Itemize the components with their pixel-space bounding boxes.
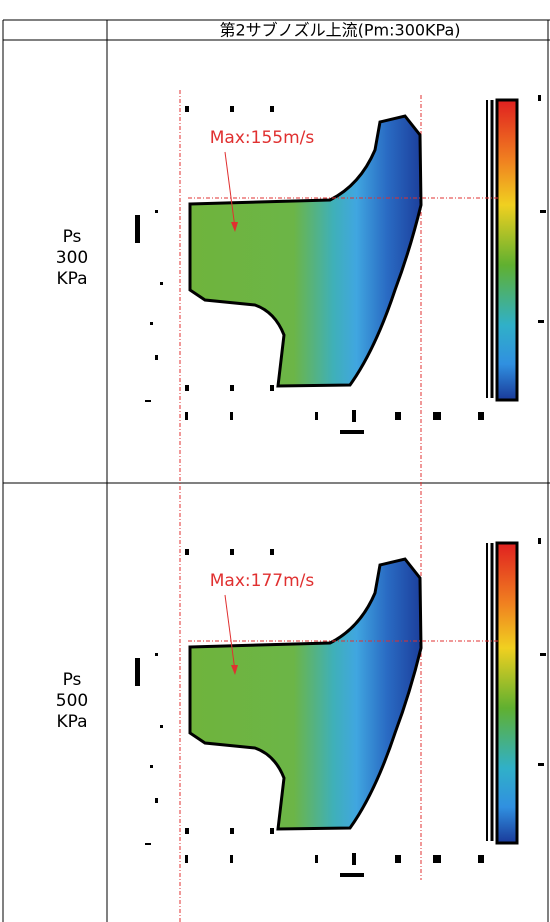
row-label: 300 [56,248,88,268]
table-header: 第2サブノズル上流(Pm:300KPa) [219,21,460,40]
page: 第2サブノズル上流(Pm:300KPa) Ps300KPaMax:155m/sP… [0,0,550,922]
row-label: KPa [56,269,87,289]
max-label: Max:177m/s [210,571,315,591]
row-label: KPa [56,712,87,732]
flow-plot [135,538,546,877]
max-label: Max:155m/s [210,128,315,148]
flow-plot [135,95,546,434]
row-label: Ps [63,670,82,690]
row-label: 500 [56,691,88,711]
row-label: Ps [63,227,82,247]
